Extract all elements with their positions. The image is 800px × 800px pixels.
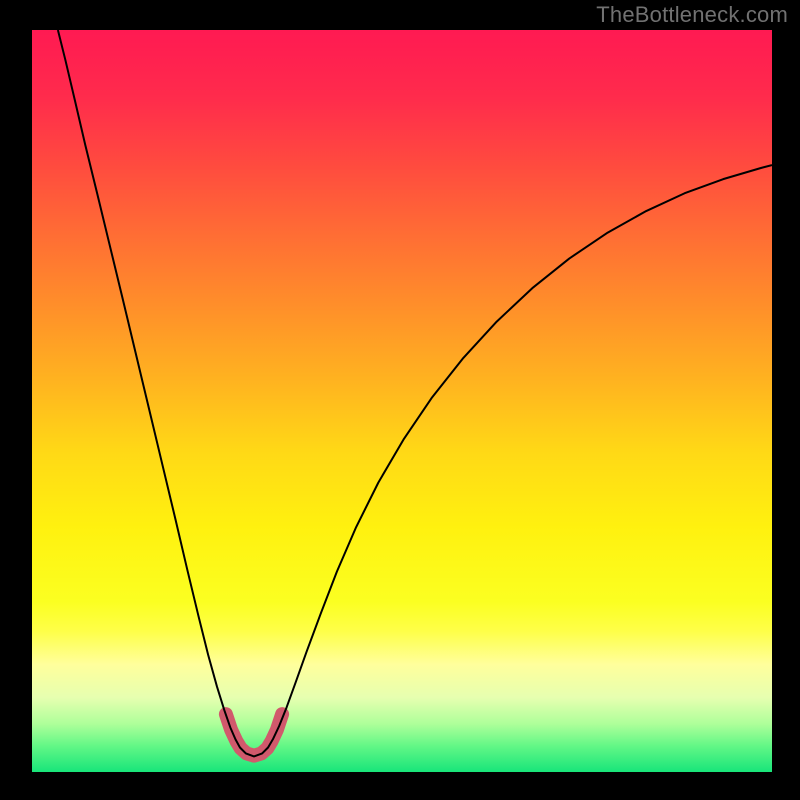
chart-svg (32, 30, 772, 772)
watermark-text: TheBottleneck.com (596, 2, 788, 28)
chart-background (32, 30, 772, 772)
plot-frame (0, 0, 800, 800)
plot-area (32, 30, 772, 772)
